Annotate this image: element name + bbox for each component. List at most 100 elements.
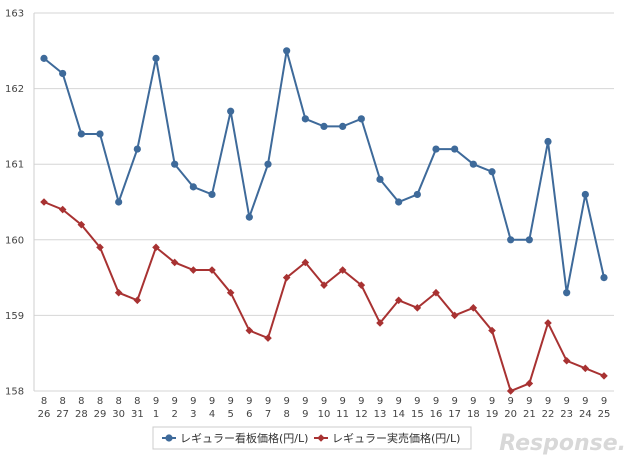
x-tick-month: 9: [433, 396, 439, 407]
data-point: [264, 334, 272, 342]
x-tick-day: 11: [336, 409, 349, 420]
x-tick-day: 14: [392, 409, 405, 420]
data-point: [488, 326, 496, 335]
legend-item: レギュラー実売価格(円/L): [314, 431, 460, 445]
data-point: [506, 387, 515, 395]
data-point: [189, 183, 197, 191]
data-point: [245, 213, 253, 221]
data-point: [171, 160, 179, 168]
x-tick-day: 29: [94, 409, 107, 420]
y-tick-label: 163: [5, 9, 24, 20]
legend-label: レギュラー実売価格(円/L): [332, 431, 460, 445]
x-tick-day: 30: [112, 409, 125, 420]
x-tick-month: 9: [451, 396, 457, 407]
x-tick-day: 7: [265, 409, 271, 420]
x-tick-month: 8: [41, 396, 47, 407]
x-axis-ticks: 8268278288298308319192939495969798999109…: [38, 396, 611, 420]
data-point: [563, 289, 571, 297]
x-tick-month: 9: [283, 396, 289, 407]
x-tick-day: 21: [523, 409, 536, 420]
x-tick-day: 3: [190, 409, 196, 420]
x-tick-month: 9: [489, 396, 495, 407]
data-point: [208, 266, 216, 274]
x-tick-day: 24: [579, 409, 592, 420]
x-tick-month: 8: [134, 396, 140, 407]
data-point: [451, 145, 459, 153]
x-tick-day: 13: [374, 409, 387, 420]
data-point: [394, 296, 403, 305]
y-axis-ticks: 158 159 160 161 162 163: [5, 9, 24, 398]
data-point: [320, 122, 328, 130]
data-point: [488, 168, 496, 176]
data-point: [208, 190, 216, 199]
data-point: [469, 160, 477, 168]
x-tick-month: 9: [545, 396, 551, 407]
x-tick-day: 1: [153, 409, 159, 420]
data-point: [227, 107, 235, 115]
y-tick-label: 159: [5, 311, 24, 322]
x-tick-month: 9: [358, 396, 364, 407]
x-tick-day: 10: [318, 409, 331, 420]
x-tick-month: 8: [97, 396, 103, 407]
data-point: [413, 304, 422, 312]
x-tick-month: 9: [582, 396, 588, 407]
x-tick-day: 16: [430, 409, 443, 420]
x-tick-day: 4: [209, 409, 215, 420]
x-tick-day: 26: [38, 409, 51, 420]
x-tick-month: 9: [153, 396, 159, 407]
y-tick-label: 158: [5, 387, 24, 398]
x-tick-month: 9: [470, 396, 476, 407]
data-point: [581, 190, 589, 199]
data-point: [301, 258, 310, 267]
x-tick-day: 22: [542, 409, 555, 420]
x-tick-month: 9: [563, 396, 569, 407]
data-point: [339, 122, 347, 130]
data-point: [357, 115, 365, 123]
x-tick-month: 8: [78, 396, 84, 407]
x-tick-day: 17: [448, 409, 461, 420]
data-point: [376, 175, 384, 183]
x-tick-month: 8: [115, 396, 121, 407]
x-tick-day: 5: [227, 409, 233, 420]
x-tick-month: 9: [302, 396, 308, 407]
x-tick-month: 9: [246, 396, 252, 407]
x-tick-month: 9: [395, 396, 401, 407]
data-point: [114, 288, 123, 297]
data-point: [507, 236, 515, 244]
data-point: [562, 356, 571, 365]
x-tick-month: 9: [227, 396, 233, 407]
series-2: [40, 198, 608, 395]
x-tick-day: 25: [598, 409, 611, 420]
data-point: [40, 54, 48, 62]
x-tick-day: 6: [246, 409, 252, 420]
x-tick-day: 27: [56, 409, 69, 420]
x-tick-month: 9: [171, 396, 177, 407]
x-tick-month: 9: [601, 396, 607, 407]
data-point: [115, 198, 123, 206]
data-point: [226, 288, 235, 297]
response-watermark-logo: Response.: [499, 431, 626, 456]
x-tick-day: 9: [302, 409, 308, 420]
x-tick-month: 9: [265, 396, 271, 407]
series-line: [43, 50, 605, 293]
legend-marker: [317, 434, 325, 442]
data-point: [357, 281, 366, 289]
grid-lines: [33, 12, 614, 392]
x-tick-month: 9: [377, 396, 383, 407]
data-point: [96, 130, 104, 138]
data-point: [264, 160, 272, 168]
data-point: [133, 145, 141, 153]
data-point: [133, 296, 142, 305]
x-tick-day: 12: [355, 409, 368, 420]
x-tick-day: 23: [560, 409, 573, 420]
data-point: [581, 364, 590, 373]
x-tick-month: 9: [414, 396, 420, 407]
data-point: [469, 304, 478, 312]
data-point: [245, 326, 254, 335]
legend-marker: [165, 434, 173, 442]
data-point: [77, 130, 85, 138]
x-tick-day: 2: [171, 409, 177, 420]
data-point: [432, 288, 440, 297]
data-point: [40, 198, 48, 206]
